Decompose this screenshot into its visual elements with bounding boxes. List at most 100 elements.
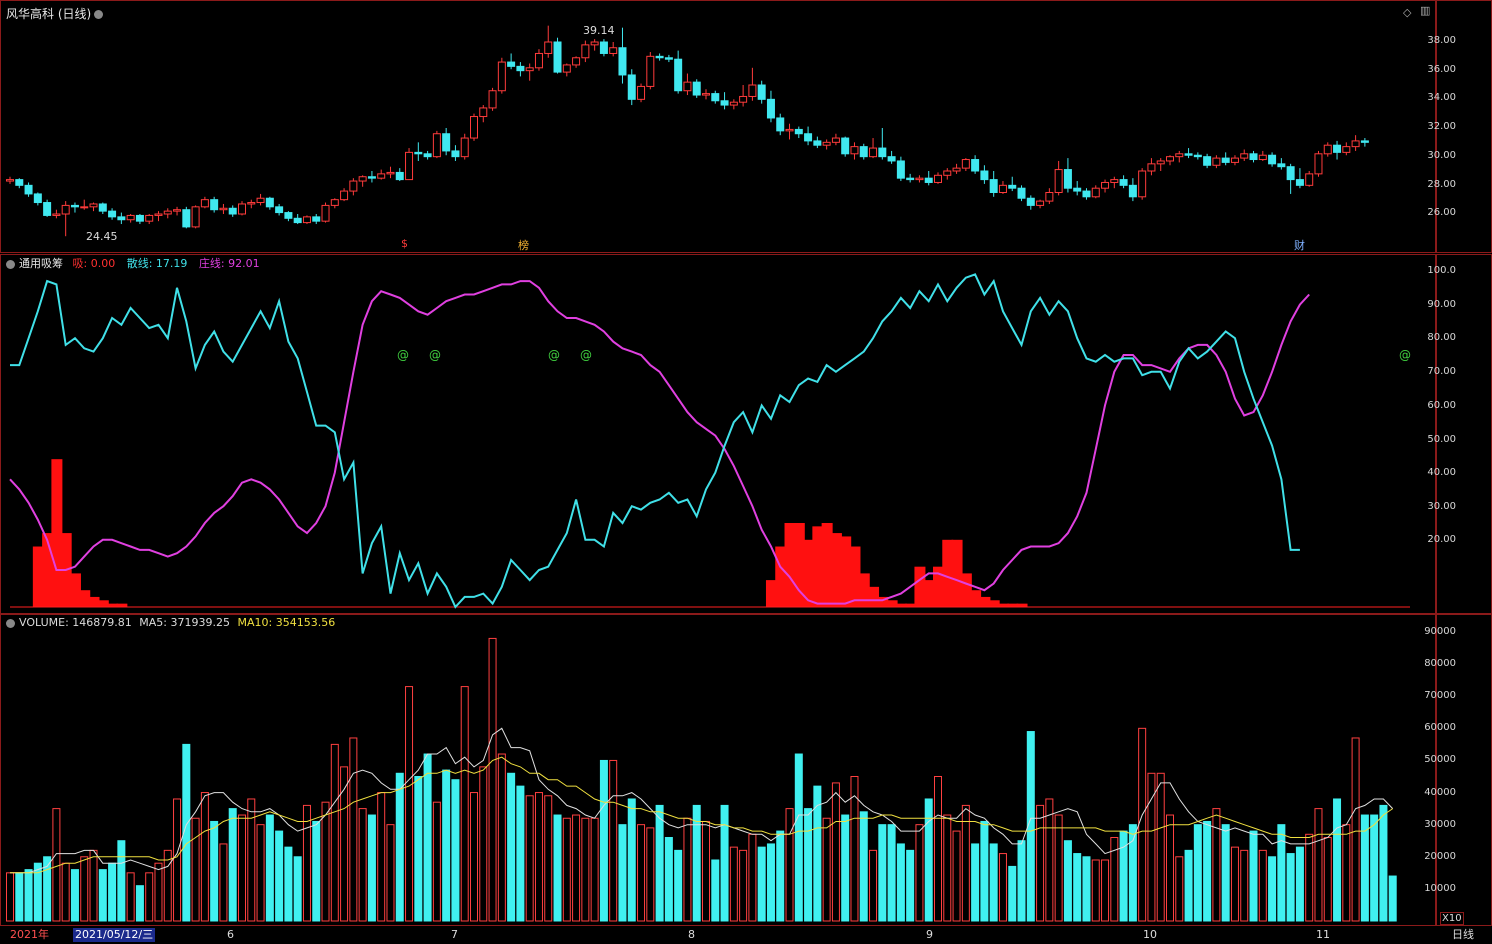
price-tick: 28.00 [1427, 179, 1456, 190]
volume-bar [1073, 853, 1082, 922]
volume-bar [637, 824, 646, 922]
volume-bar [80, 856, 89, 922]
volume-bar [906, 849, 915, 922]
ind-tick: 90.00 [1427, 299, 1456, 310]
timeline-bar[interactable] [0, 926, 1492, 944]
diamond-icon[interactable]: ◇ [1403, 6, 1412, 19]
legend-ma10: MA10: 354153.56 [237, 616, 336, 629]
candle-body [637, 85, 646, 100]
xi-bar [51, 459, 63, 607]
candle-body [43, 202, 52, 216]
marker-bang[interactable]: 榜 [518, 239, 529, 252]
month-label: 7 [451, 928, 458, 941]
candle-body [1166, 156, 1174, 162]
candle-body [1193, 154, 1202, 158]
vol-tick: 50000 [1424, 754, 1456, 765]
candle-body [943, 170, 952, 176]
candle-body [1175, 153, 1184, 158]
xi-bar [868, 586, 880, 607]
candle-body [1073, 187, 1082, 192]
marker-cai[interactable]: 财 [1294, 239, 1305, 252]
candle-body [377, 173, 386, 179]
volume-bar [145, 872, 154, 922]
candle-body [989, 179, 998, 194]
price-tick: 36.00 [1427, 64, 1456, 75]
sanxian-line [10, 273, 1300, 609]
indicator-dropdown-icon[interactable] [6, 259, 15, 269]
volume-bar [117, 840, 126, 922]
volume-bar [822, 817, 831, 922]
volume-bar [850, 776, 859, 922]
volume-bar [1008, 865, 1017, 922]
panel-toggle-icon[interactable]: ▥ [1420, 4, 1431, 17]
xi-bar [933, 566, 944, 607]
candle-body [1156, 160, 1165, 165]
price-panel-frame [0, 0, 1436, 253]
volume-bar [794, 753, 803, 922]
volume-bar [330, 743, 339, 922]
volume-bar [302, 804, 311, 922]
candle-body [794, 128, 803, 135]
candle-body [228, 207, 237, 215]
ind-tick: 100.0 [1427, 265, 1456, 276]
xi-bar [765, 580, 777, 607]
dropdown-icon[interactable] [94, 10, 104, 19]
x10-label[interactable]: X10 [1440, 912, 1464, 925]
volume-bar [312, 820, 321, 922]
candle-body [961, 159, 970, 169]
candle-body [1314, 153, 1323, 175]
indicator-name: 通用吸筹 [19, 257, 63, 270]
legend-volume: VOLUME: 146879.81 [19, 616, 132, 629]
candle-body [265, 197, 274, 208]
volume-bar [1351, 737, 1360, 922]
stock-title: 风华高科 (日线) [6, 7, 92, 21]
xi-bar [97, 600, 109, 607]
volume-bar [1101, 859, 1110, 922]
candle-body [869, 147, 878, 158]
marker-dollar[interactable]: $ [401, 237, 408, 250]
candle-body [664, 57, 673, 60]
vol-tick: 20000 [1424, 851, 1456, 862]
candle-body [776, 117, 785, 132]
candle-body [89, 203, 98, 208]
volume-bar [414, 776, 423, 922]
ma10-line [10, 756, 1393, 874]
volume-bar [646, 827, 655, 922]
volume-bar [1342, 824, 1351, 922]
volume-bar [1360, 814, 1369, 922]
volume-bar [479, 766, 488, 922]
candle-body [33, 193, 42, 204]
candle-body [924, 177, 933, 183]
volume-bar [785, 808, 794, 922]
candle-body [934, 174, 942, 183]
volume-bar [702, 820, 710, 922]
indicator-header[interactable]: 通用吸筹 吸: 0.00 散线: 17.19 庄线: 92.01 [6, 255, 260, 271]
vol-tick: 40000 [1424, 787, 1456, 798]
volume-bar [210, 820, 219, 922]
volume-panel-frame [0, 614, 1436, 926]
volume-bar [1082, 856, 1091, 922]
candle-body [739, 95, 748, 103]
candle-body [367, 176, 376, 179]
volume-dropdown-icon[interactable] [6, 618, 15, 628]
candle-body [1128, 184, 1137, 198]
volume-bar [1147, 772, 1156, 922]
cycle-label[interactable]: 日线 [1452, 928, 1474, 941]
candle-body [405, 151, 414, 181]
candle-body [831, 137, 840, 143]
volume-bar [256, 824, 265, 922]
volume-bar [219, 843, 228, 922]
ind-tick: 70.00 [1427, 366, 1456, 377]
candle-body [349, 180, 358, 192]
selected-date[interactable]: 2021/05/12/三 [73, 928, 156, 942]
xi-bar [849, 546, 861, 607]
volume-header[interactable]: VOLUME: 146879.81 MA5: 371939.25 MA10: 3… [6, 616, 335, 629]
candle-body [497, 61, 506, 92]
candle-body [609, 47, 618, 54]
vol-tick: 70000 [1424, 690, 1456, 701]
candle-body [451, 150, 460, 158]
candle-body [386, 171, 395, 175]
stock-title-header[interactable]: 风华高科 (日线) [6, 5, 104, 22]
volume-bar [358, 808, 367, 922]
